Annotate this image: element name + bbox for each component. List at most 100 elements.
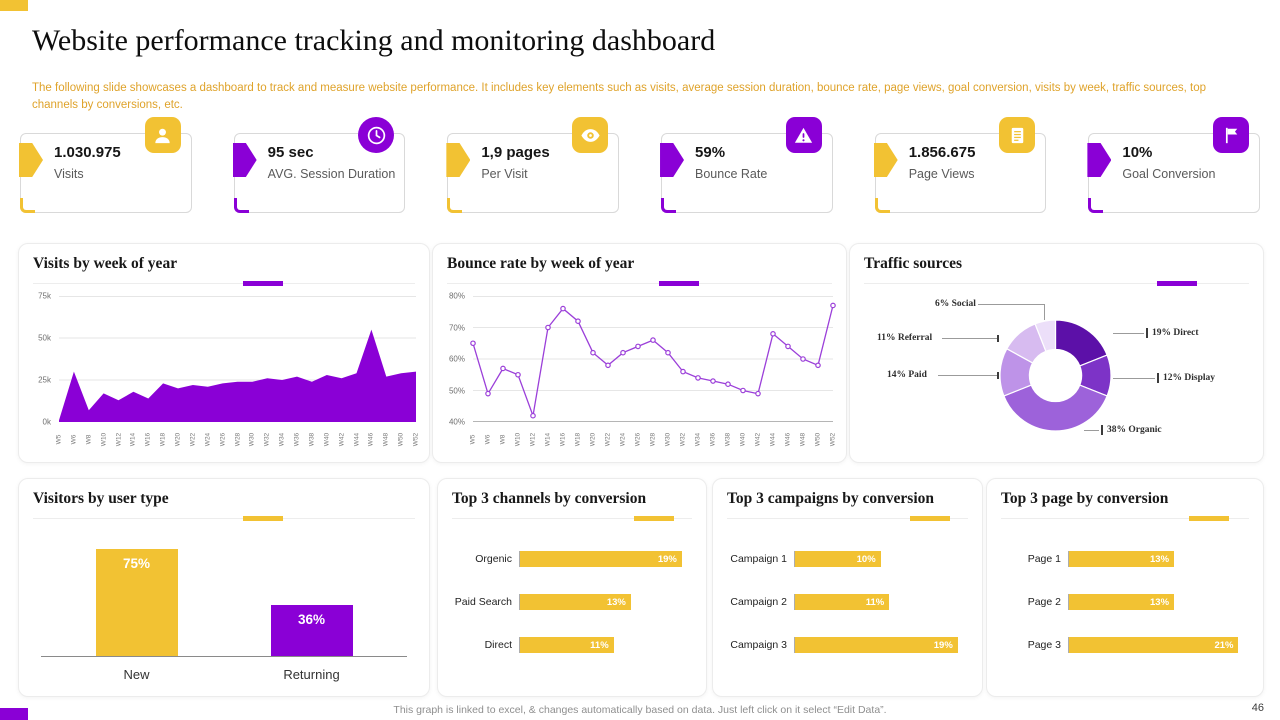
x-tick: W30: [248, 432, 256, 447]
chart-title: Top 3 page by conversion: [1001, 490, 1169, 507]
x-tick: W22: [604, 432, 612, 447]
traffic-sources-chart[interactable]: Traffic sources 19% Direct 12% Display 3…: [849, 243, 1264, 463]
kpi-row: 1.030.975 Visits 95 sec AVG. Session Dur…: [19, 117, 1261, 213]
visitors-by-user-type-chart[interactable]: Visitors by user type 75% 36% New Returnin…: [18, 478, 430, 697]
x-tick: W5: [55, 434, 63, 445]
line-plot: [470, 296, 836, 422]
chart-canvas: [999, 319, 1112, 432]
bar-row: Paid Search 13%: [448, 594, 690, 610]
eye-icon: [572, 117, 609, 153]
x-tick: W20: [174, 432, 182, 447]
kpi-value: 1.030.975: [54, 144, 121, 161]
x-tick: W16: [559, 432, 567, 447]
x-tick: W44: [769, 432, 777, 447]
horizontal-bars: Orgenic 19% Paid Search 13% Direct 11%: [448, 551, 690, 680]
chart-canvas: [470, 296, 836, 422]
y-tick: 50%: [448, 386, 465, 395]
title-rule: [33, 516, 415, 521]
title-accent: [658, 281, 699, 286]
x-tick: W30: [664, 432, 672, 447]
x-tick: W20: [589, 432, 597, 447]
title-accent: [634, 516, 675, 521]
donut-chart: [999, 319, 1112, 432]
y-axis-labels: 40% 50% 60% 70% 80%: [437, 292, 469, 427]
x-tick: W28: [234, 432, 241, 447]
corner-accent: [661, 198, 677, 213]
x-tick: W38: [724, 432, 732, 447]
kpi-label: AVG. Session Duration: [267, 167, 396, 181]
bar-value: 11%: [865, 596, 885, 608]
visits-by-week-chart[interactable]: Visits by week of year 0k 25k 50k 75k W5 W6 W…: [18, 243, 430, 463]
area-plot: [59, 296, 416, 422]
x-tick: W26: [634, 432, 642, 447]
x-tick: W48: [382, 432, 390, 447]
title-accent: [910, 516, 951, 521]
kpi-value: 59%: [695, 144, 726, 161]
leader-line: [1084, 430, 1099, 431]
kpi-card-session-duration[interactable]: 95 sec AVG. Session Duration: [232, 117, 406, 213]
user-icon: [144, 117, 181, 153]
title-rule: [727, 516, 968, 521]
bar: 11%: [520, 637, 614, 653]
column-bar: 75%: [95, 549, 178, 656]
leader-tick: [997, 372, 999, 379]
bottom-left-accent-bar: [0, 708, 28, 720]
x-tick: W46: [367, 432, 375, 447]
kpi-value: 10%: [1122, 144, 1153, 161]
top-pages-chart[interactable]: Top 3 page by conversion Page 1 13% Page 2…: [986, 478, 1264, 697]
bar-row: Campaign 1 10%: [723, 551, 966, 567]
bar: 21%: [1069, 637, 1239, 653]
donut-slice-social: [1034, 319, 1057, 353]
kpi-card-page-views[interactable]: 1.856.675 Page Views: [873, 117, 1047, 213]
chart-canvas: [59, 296, 416, 422]
kpi-card-visits[interactable]: 1.030.975 Visits: [19, 117, 192, 213]
bar-row: Page 2 13%: [997, 594, 1247, 610]
title-rule: [447, 281, 832, 286]
bar: 10%: [795, 551, 881, 567]
column-value: 75%: [122, 556, 151, 571]
x-tick: W14: [129, 432, 137, 447]
bar-row: Campaign 3 19%: [723, 637, 966, 653]
x-tick: W40: [739, 432, 747, 447]
document-icon: [999, 117, 1036, 153]
title-accent: [243, 516, 284, 521]
kpi-card-bounce-rate[interactable]: 59% Bounce Rate: [660, 117, 833, 213]
bar-track: 13%: [1068, 594, 1247, 610]
bar-value: 21%: [1214, 639, 1234, 651]
flag-icon: [1213, 117, 1250, 153]
column-value: 36%: [297, 612, 326, 627]
bounce-rate-chart[interactable]: Bounce rate by week of year 40% 50% 60% 70%…: [432, 243, 847, 463]
y-tick: 60%: [448, 354, 465, 364]
title-accent: [243, 281, 284, 286]
kpi-value: 1,9 pages: [481, 144, 550, 161]
bar: 19%: [795, 637, 958, 653]
top-campaigns-chart[interactable]: Top 3 campaigns by conversion Campaign 1…: [712, 478, 983, 697]
corner-accent: [1088, 198, 1104, 213]
horizontal-bars: Page 1 13% Page 2 13% Page 3 21%: [997, 551, 1247, 680]
chart-title: Top 3 channels by conversion: [452, 490, 647, 507]
x-tick: W14: [544, 432, 552, 447]
bar-track: 10%: [794, 551, 966, 567]
leader-line: [938, 375, 999, 376]
kpi-label: Per Visit: [481, 167, 528, 181]
bar-label: Campaign 1: [730, 553, 787, 565]
leader-tick: [997, 335, 999, 342]
x-tick: W22: [189, 432, 197, 447]
bar-value: 10%: [856, 553, 876, 565]
x-tick: W12: [529, 432, 537, 447]
kpi-label: Page Views: [908, 167, 975, 181]
x-tick: W6: [70, 434, 78, 445]
y-axis-labels: 0k 25k 50k 75k: [23, 292, 55, 427]
kpi-card-goal-conversion[interactable]: 10% Goal Conversion: [1087, 117, 1261, 213]
chart-title: Traffic sources: [864, 255, 962, 272]
bar-label: Page 1: [1027, 553, 1061, 565]
donut-slice-organic: [1003, 384, 1108, 432]
y-tick: 80%: [448, 291, 465, 301]
kpi-card-pages-per-visit[interactable]: 1,9 pages Per Visit: [446, 117, 620, 213]
x-tick: W52: [829, 432, 837, 447]
leader-line: [942, 338, 999, 339]
leader-line: [1113, 333, 1144, 334]
top-channels-chart[interactable]: Top 3 channels by conversion Orgenic 19% P…: [437, 478, 707, 697]
x-tick: W34: [278, 432, 286, 447]
bar: 13%: [1069, 594, 1175, 610]
